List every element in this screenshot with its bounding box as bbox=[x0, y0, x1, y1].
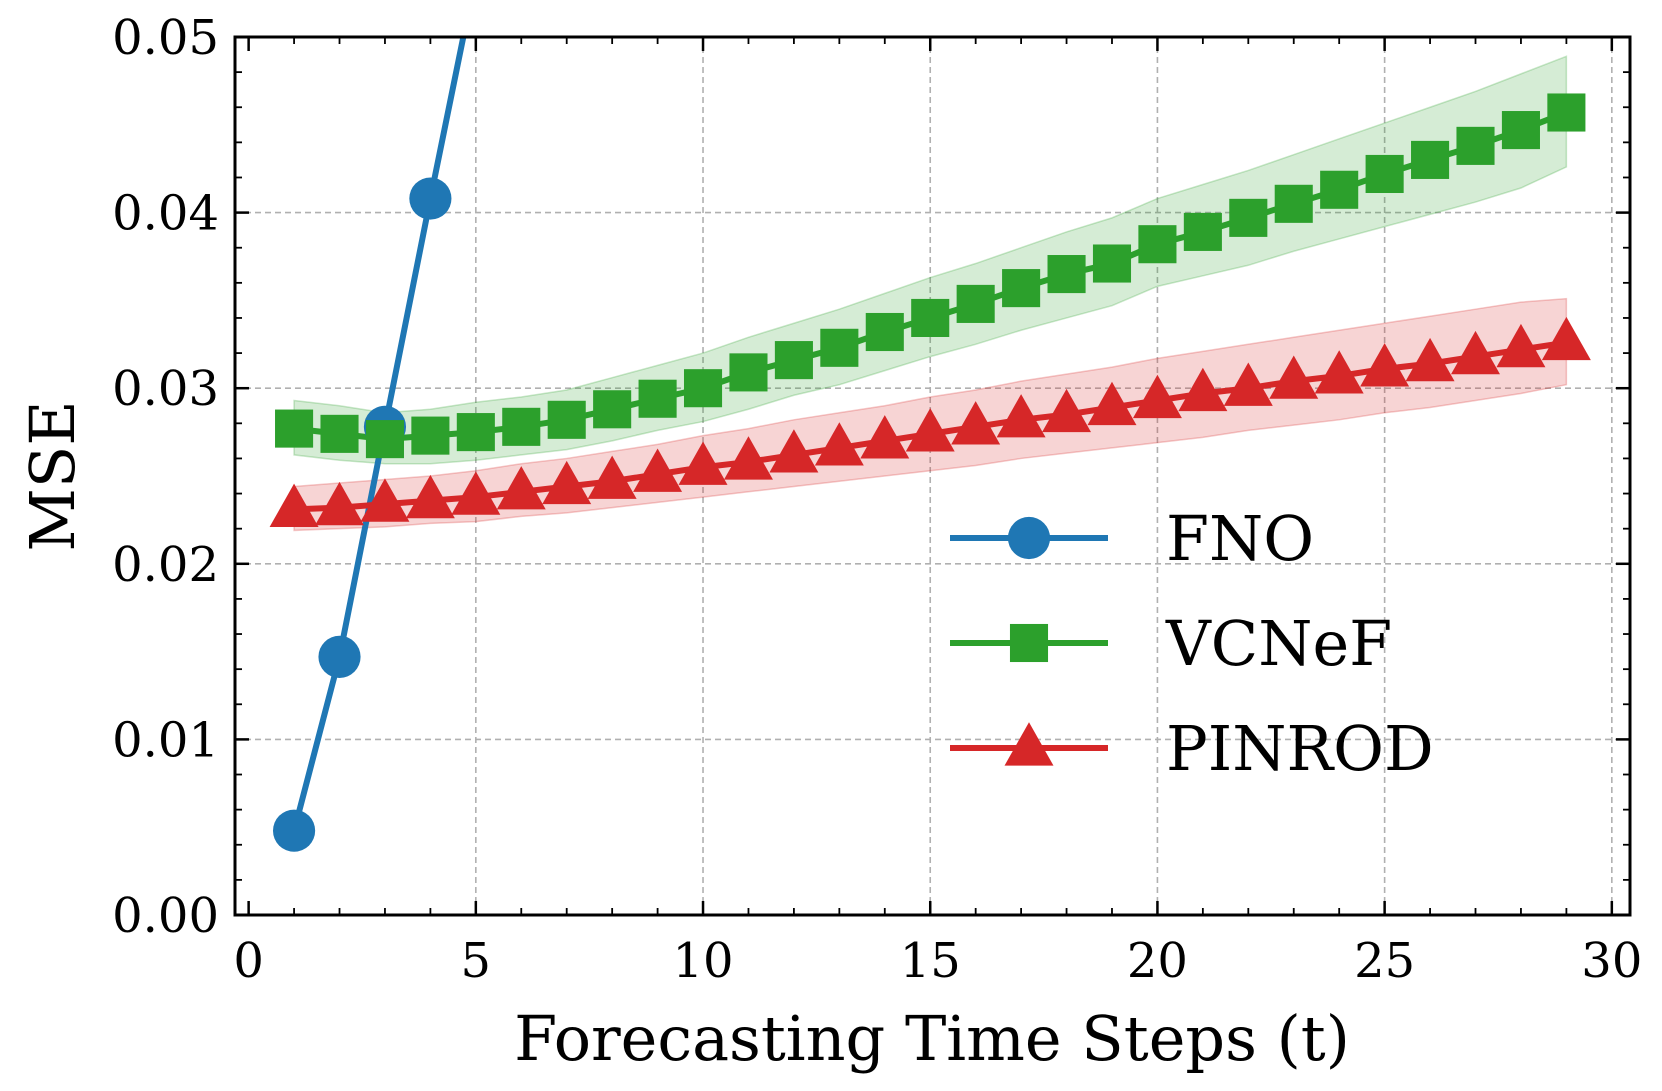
y-tick-label: 0.01 bbox=[112, 712, 219, 768]
pinrod-marker bbox=[814, 422, 864, 466]
pinrod-marker bbox=[1541, 316, 1591, 361]
vcnef-marker bbox=[1047, 255, 1086, 294]
vcnef-marker bbox=[502, 407, 541, 446]
y-tick-label: 0.00 bbox=[112, 888, 219, 944]
vcnef-marker bbox=[911, 298, 950, 337]
pinrod-marker bbox=[1405, 337, 1455, 382]
vcnef-marker bbox=[1092, 244, 1132, 283]
axis-ticks bbox=[235, 35, 1630, 917]
grid-lines bbox=[235, 37, 1630, 915]
x-tick-label: 0 bbox=[233, 933, 264, 989]
pinrod-marker bbox=[1451, 330, 1500, 375]
series-markers bbox=[269, 93, 1591, 852]
fno-marker bbox=[272, 809, 316, 852]
vcnef-marker bbox=[820, 328, 859, 367]
legend-fno-marker bbox=[1007, 516, 1051, 560]
pinrod-marker bbox=[905, 408, 955, 452]
vcnef-marker bbox=[411, 416, 450, 455]
vcnef-marker bbox=[547, 400, 586, 439]
pinrod-marker bbox=[315, 481, 364, 526]
legend: FNO VCNeF PINROD bbox=[950, 502, 1434, 785]
y-tick-label: 0.02 bbox=[112, 537, 219, 593]
vcnef-marker bbox=[1320, 170, 1359, 209]
pinrod-marker bbox=[1314, 350, 1364, 394]
pinrod-marker bbox=[269, 483, 319, 527]
vcnef-marker bbox=[729, 353, 768, 392]
x-tick-label: 15 bbox=[900, 933, 961, 989]
pinrod-marker bbox=[451, 471, 501, 515]
pinrod-marker bbox=[1132, 374, 1182, 419]
x-tick-label: 20 bbox=[1127, 933, 1188, 989]
pinrod-marker bbox=[360, 478, 410, 522]
pinrod-marker bbox=[542, 460, 592, 505]
y-tick-label: 0.04 bbox=[112, 186, 219, 242]
x-axis-title: Forecasting Time Steps (t) bbox=[514, 1002, 1350, 1075]
vcnef-marker bbox=[774, 341, 813, 380]
legend-vcnef-marker bbox=[1009, 623, 1049, 663]
x-tick-label: 30 bbox=[1581, 933, 1642, 989]
y-tick-label: 0.05 bbox=[112, 10, 219, 66]
x-tick-label: 10 bbox=[672, 933, 733, 989]
vcnef-marker bbox=[1138, 225, 1177, 264]
legend-fno-label: FNO bbox=[1166, 502, 1314, 575]
pinrod-marker bbox=[1360, 343, 1410, 387]
pinrod-marker bbox=[1042, 388, 1092, 433]
legend-pinrod-label: PINROD bbox=[1166, 712, 1434, 785]
vcnef-marker bbox=[456, 413, 495, 452]
vcnef-marker bbox=[365, 420, 404, 459]
pinrod-marker bbox=[678, 441, 728, 485]
vcnef-marker bbox=[683, 369, 723, 408]
pinrod-marker bbox=[496, 466, 546, 510]
vcnef-marker bbox=[1411, 140, 1450, 179]
x-tick-label: 5 bbox=[461, 933, 492, 989]
pinrod-marker bbox=[587, 455, 637, 499]
vcnef-marker bbox=[275, 409, 314, 448]
pinrod-marker bbox=[1087, 381, 1137, 426]
pinrod-marker bbox=[405, 474, 455, 519]
vcnef-marker bbox=[1456, 126, 1495, 165]
fno-marker bbox=[409, 177, 452, 220]
pinrod-marker bbox=[860, 415, 910, 459]
vcnef-marker bbox=[1002, 269, 1041, 308]
legend-pinrod-marker bbox=[1004, 722, 1054, 766]
vcnef-marker bbox=[1547, 93, 1586, 132]
pinrod-marker bbox=[996, 394, 1046, 438]
vcnef-marker bbox=[320, 414, 359, 453]
x-tick-label: 25 bbox=[1354, 933, 1415, 989]
vcnef-marker bbox=[865, 312, 904, 352]
pinrod-marker bbox=[1223, 362, 1273, 406]
vcnef-marker bbox=[593, 390, 632, 429]
vcnef-marker bbox=[1274, 184, 1313, 223]
x-tick-labels: 0 5 10 15 20 25 30 bbox=[233, 933, 1642, 989]
pinrod-marker bbox=[723, 436, 773, 480]
pinrod-marker bbox=[951, 401, 1001, 445]
pinrod-marker bbox=[1178, 367, 1228, 412]
pinrod-marker bbox=[769, 429, 819, 473]
y-axis-title: MSE bbox=[16, 400, 89, 551]
y-tick-labels: 0.00 0.01 0.02 0.03 0.04 0.05 bbox=[112, 10, 219, 944]
vcnef-marker bbox=[638, 379, 677, 418]
pinrod-marker bbox=[1269, 355, 1319, 399]
pinrod-marker bbox=[633, 448, 683, 492]
pinrod-marker bbox=[1496, 323, 1546, 368]
plot-frame bbox=[233, 35, 1632, 917]
legend-vcnef-label: VCNeF bbox=[1165, 607, 1392, 680]
vcnef-marker bbox=[956, 284, 995, 323]
fno-marker bbox=[318, 635, 361, 678]
y-tick-label: 0.03 bbox=[112, 361, 219, 417]
vcnef-marker bbox=[1229, 198, 1268, 237]
vcnef-marker bbox=[1183, 212, 1222, 251]
vcnef-marker bbox=[1501, 111, 1540, 150]
vcnef-marker bbox=[1365, 154, 1404, 194]
